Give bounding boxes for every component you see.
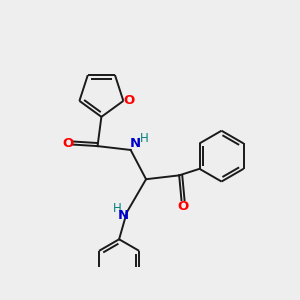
- Text: H: H: [140, 132, 149, 145]
- Text: O: O: [62, 136, 73, 149]
- Text: O: O: [177, 200, 189, 213]
- Text: O: O: [123, 94, 134, 107]
- Text: N: N: [130, 137, 141, 150]
- Text: N: N: [117, 209, 128, 222]
- Text: H: H: [113, 202, 122, 215]
